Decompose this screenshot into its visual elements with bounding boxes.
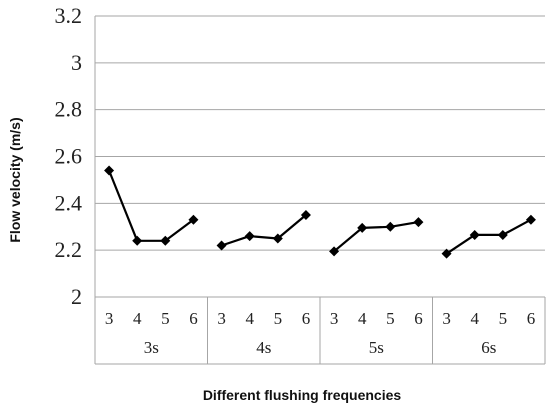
x-tick-label: 3 xyxy=(442,309,451,328)
x-tick-label: 5 xyxy=(161,309,170,328)
data-point-marker xyxy=(132,235,143,246)
data-point-marker xyxy=(300,210,311,221)
y-tick-label: 2.8 xyxy=(55,97,83,122)
x-tick-label: 3 xyxy=(217,309,226,328)
y-tick-label: 3.2 xyxy=(55,3,83,28)
series-line-4s xyxy=(221,214,307,247)
group-label: 4s xyxy=(256,338,271,357)
series-line-6s xyxy=(445,218,532,255)
y-tick-label: 2.6 xyxy=(55,144,83,169)
y-tick-label: 2 xyxy=(71,284,82,309)
x-tick-label: 6 xyxy=(527,309,536,328)
data-point-marker xyxy=(525,214,536,225)
x-axis-title: Different flushing frequencies xyxy=(203,387,402,403)
x-tick-label: 4 xyxy=(358,309,367,328)
x-tick-label: 6 xyxy=(414,309,423,328)
data-point-marker xyxy=(188,214,199,225)
series-line-5s xyxy=(333,221,419,253)
axes xyxy=(94,16,546,365)
x-tick-label: 3 xyxy=(330,309,339,328)
series-line-3s xyxy=(108,170,195,242)
group-label: 5s xyxy=(369,338,384,357)
y-tick-label: 2.4 xyxy=(55,190,83,215)
x-tick-label: 3 xyxy=(105,309,114,328)
x-tick-label: 4 xyxy=(245,309,254,328)
x-tick-label: 5 xyxy=(499,309,508,328)
data-point-marker xyxy=(469,229,480,240)
x-tick-label: 4 xyxy=(133,309,142,328)
gridlines xyxy=(95,15,545,251)
data-point-marker xyxy=(104,165,115,176)
data-point-marker xyxy=(357,222,368,233)
y-tick-label: 3 xyxy=(71,50,82,75)
x-tick-label: 5 xyxy=(274,309,283,328)
data-point-marker xyxy=(385,221,396,232)
series xyxy=(104,165,536,259)
x-tick-label: 4 xyxy=(470,309,479,328)
y-tick-label: 2.2 xyxy=(55,237,83,262)
data-point-marker xyxy=(413,217,424,228)
x-tick-label: 6 xyxy=(302,309,311,328)
group-label: 6s xyxy=(481,338,496,357)
y-axis-title: Flow velocity (m/s) xyxy=(7,117,23,242)
group-label: 3s xyxy=(144,338,159,357)
data-point-marker xyxy=(497,229,508,240)
data-point-marker xyxy=(216,240,227,251)
data-point-marker xyxy=(244,231,255,242)
data-point-marker xyxy=(272,233,283,244)
data-point-marker xyxy=(441,248,452,259)
x-tick-label: 6 xyxy=(189,309,198,328)
data-point-marker xyxy=(329,246,340,257)
x-tick-label: 5 xyxy=(386,309,395,328)
data-point-marker xyxy=(160,235,171,246)
